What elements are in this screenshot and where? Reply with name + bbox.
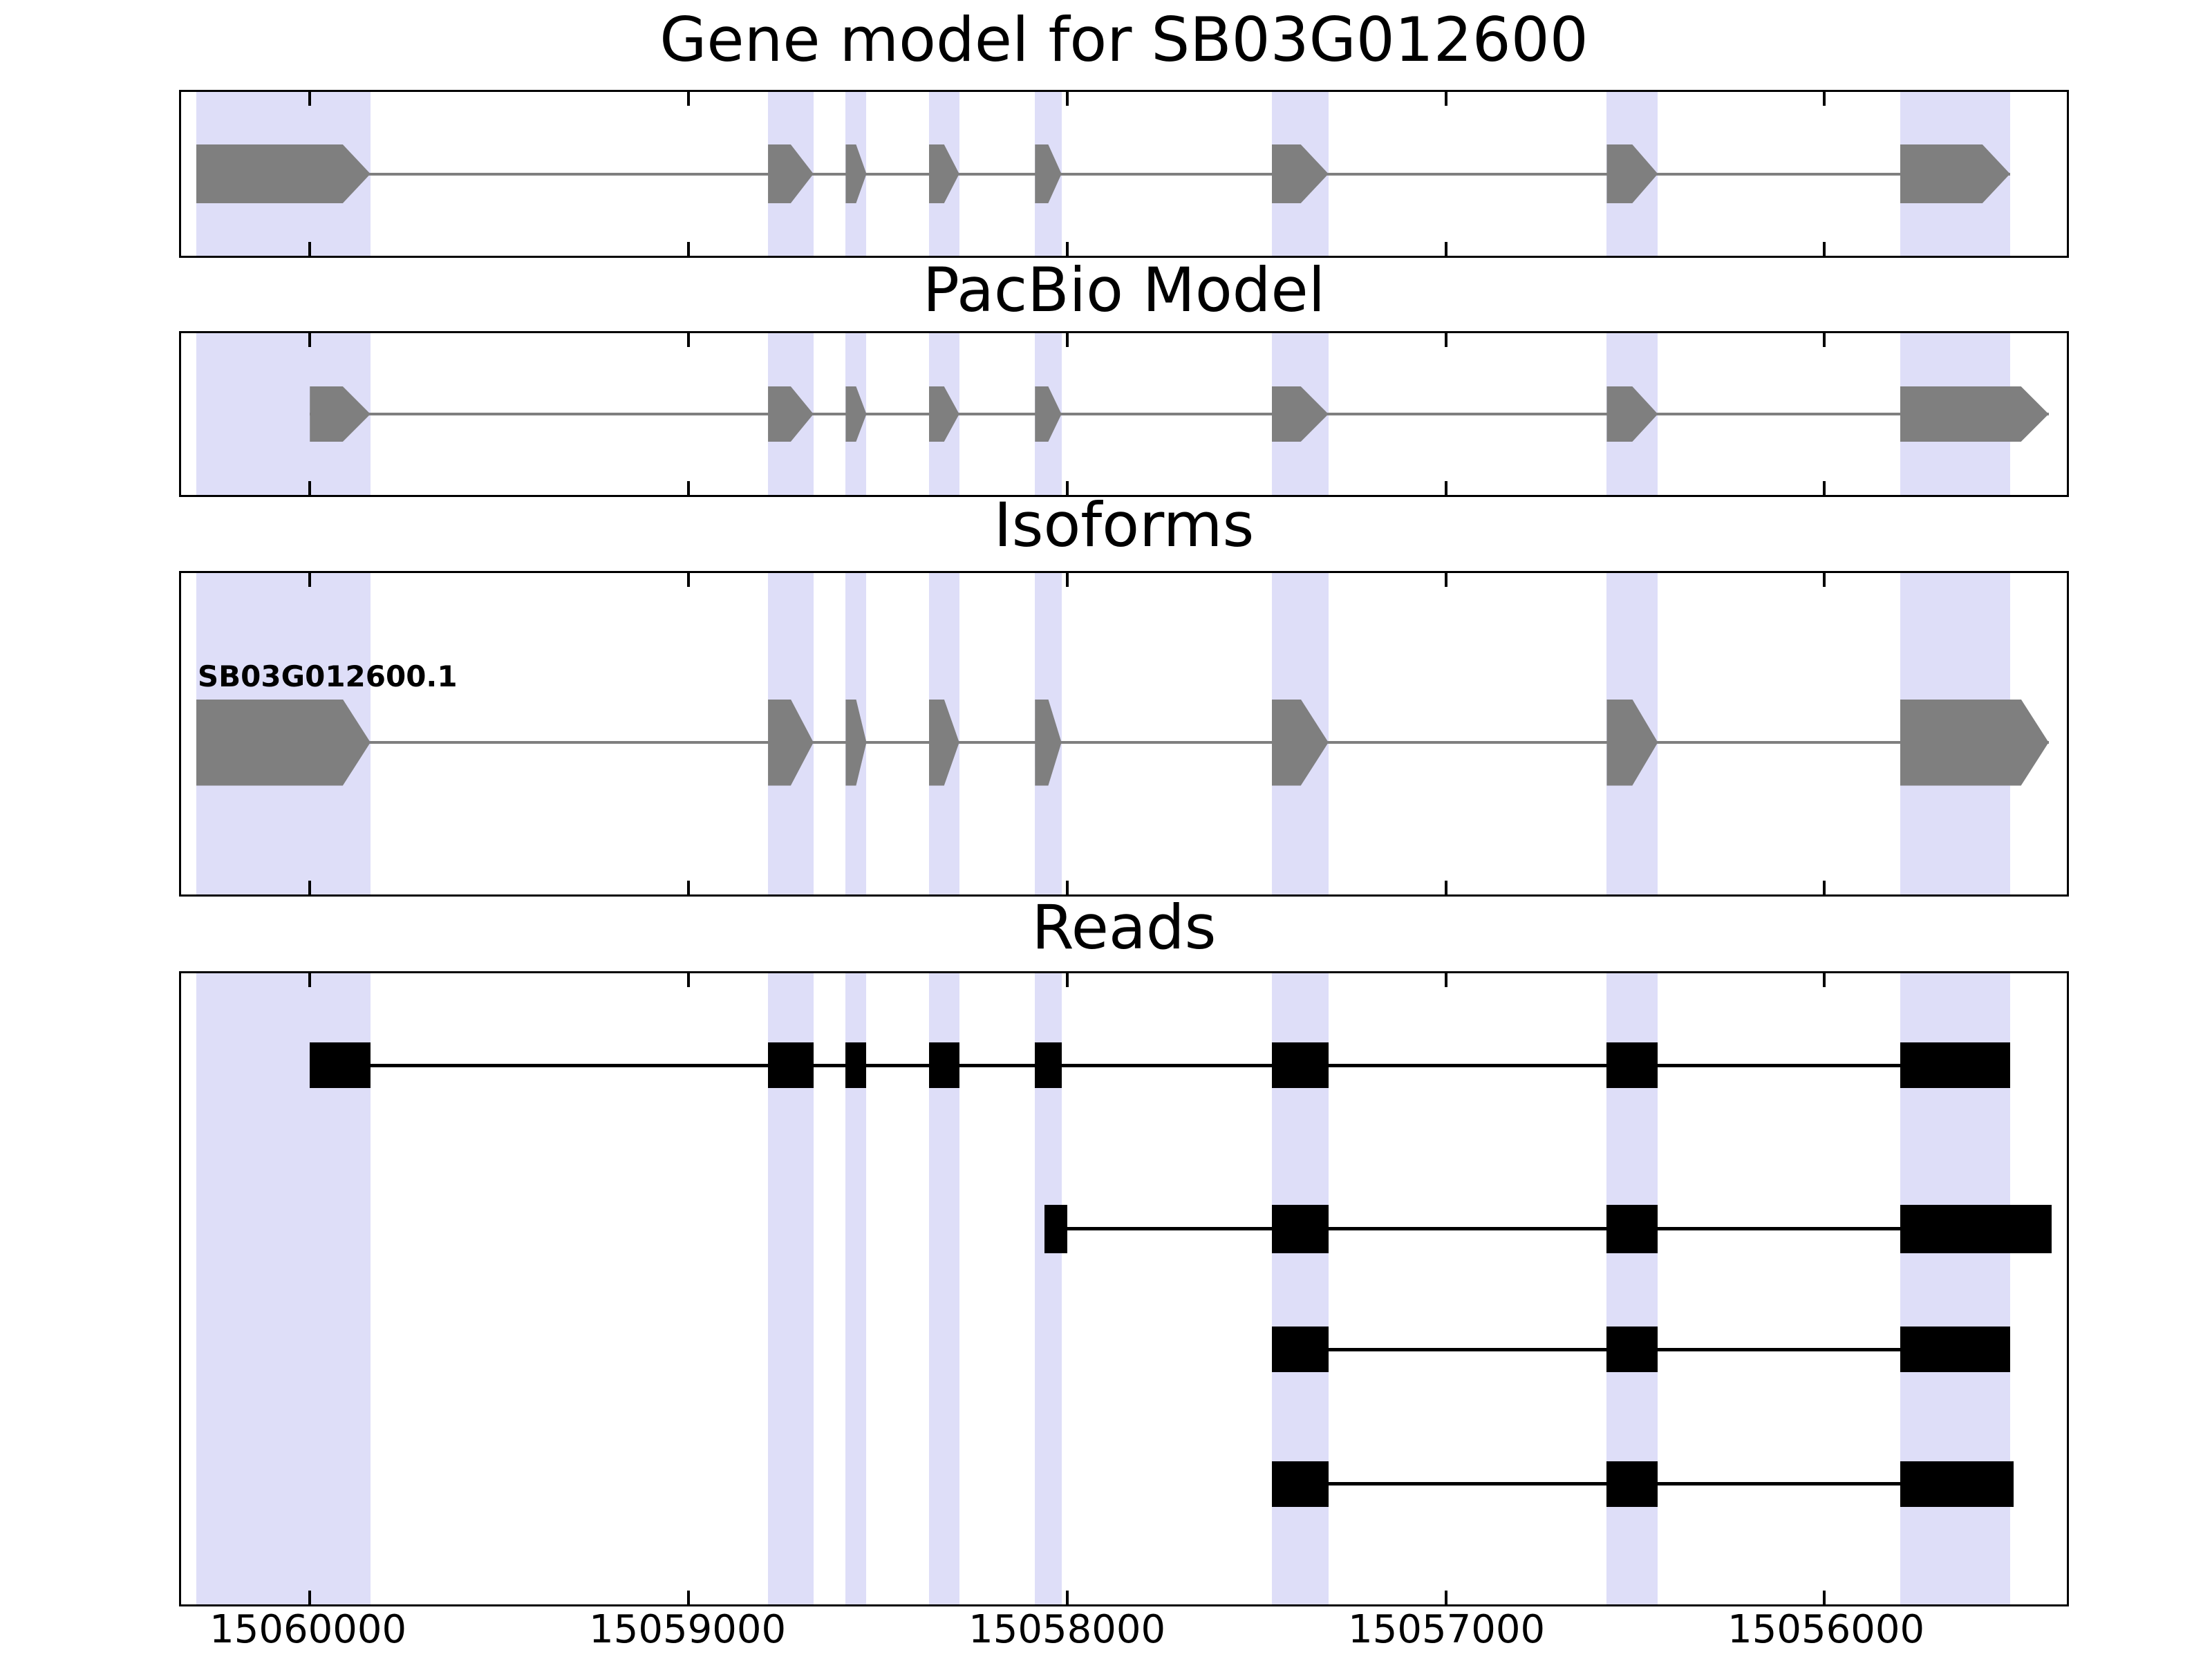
axis-tick: [1823, 1591, 1826, 1604]
read-exon-block: [768, 1042, 814, 1089]
axis-tick: [1444, 92, 1447, 106]
panel-title-gene-model: Gene model for SB03G012600: [659, 4, 1588, 75]
exon-arrow: [1900, 386, 2049, 442]
panel-title-reads: Reads: [1031, 892, 1217, 963]
axis-tick: [687, 92, 691, 106]
axis-tick: [308, 881, 312, 894]
panel-title-pacbio-model: PacBio Model: [922, 254, 1326, 326]
axis-tick: [1823, 973, 1826, 987]
read-exon-block: [1271, 1327, 1329, 1373]
x-tick-label: 15058000: [968, 1607, 1166, 1652]
read-connector-line: [310, 1063, 2010, 1067]
axis-tick: [687, 573, 691, 587]
read-exon-block: [1035, 1042, 1062, 1089]
axis-tick: [687, 481, 691, 495]
axis-tick: [1823, 573, 1826, 587]
axis-tick: [1444, 573, 1447, 587]
read-connector-line: [1044, 1227, 2052, 1231]
axis-tick: [308, 973, 312, 987]
axis-tick: [687, 333, 691, 347]
axis-tick: [687, 973, 691, 987]
read-exon-block: [1271, 1461, 1329, 1507]
axis-tick: [1444, 1591, 1447, 1604]
intron-line: [310, 413, 2049, 415]
axis-tick: [687, 881, 691, 894]
read-exon-block: [1900, 1204, 2052, 1253]
axis-tick: [1065, 333, 1069, 347]
axis-tick: [1444, 333, 1447, 347]
intron-line: [196, 741, 2049, 744]
x-tick-label: 15057000: [1348, 1607, 1546, 1652]
axis-tick: [308, 333, 312, 347]
axis-tick: [308, 92, 312, 106]
axis-tick: [1823, 333, 1826, 347]
axis-tick: [1065, 973, 1069, 987]
x-axis: 15060000 15059000 15058000 15057000 15056000: [179, 1607, 2069, 1657]
axis-tick: [1065, 481, 1069, 495]
read-exon-block: [845, 1042, 867, 1089]
x-tick-label: 15056000: [1727, 1607, 1925, 1652]
axis-tick: [1823, 481, 1826, 495]
axis-tick: [1444, 881, 1447, 894]
axis-tick: [1823, 242, 1826, 256]
read-exon-block: [1900, 1042, 2010, 1089]
axis-tick: [308, 242, 312, 256]
axis-tick: [1065, 881, 1069, 894]
isoform-label: SB03G012600.1: [197, 659, 458, 693]
exon-arrow: [196, 700, 371, 786]
axis-tick: [1065, 1591, 1069, 1604]
read-exon-block: [310, 1042, 371, 1089]
intron-line: [196, 172, 2010, 176]
read-exon-block: [1606, 1327, 1658, 1373]
read-exon-block: [928, 1042, 959, 1089]
gene-model-panel: [179, 90, 2069, 258]
read-exon-block: [1900, 1461, 2014, 1507]
axis-tick: [687, 242, 691, 256]
read-exon-block: [1271, 1042, 1329, 1089]
read-exon-block: [1606, 1204, 1658, 1253]
panel-title-isoforms: Isoforms: [993, 489, 1255, 561]
x-tick-label: 15060000: [209, 1607, 407, 1652]
axis-tick: [1444, 481, 1447, 495]
axis-tick: [308, 1591, 312, 1604]
read-exon-block: [1606, 1461, 1658, 1507]
x-tick-label: 15059000: [589, 1607, 787, 1652]
read-exon-block: [1044, 1204, 1067, 1253]
read-exon-block: [1606, 1042, 1658, 1089]
axis-tick: [1444, 242, 1447, 256]
axis-tick: [1065, 92, 1069, 106]
read-exon-block: [1271, 1204, 1329, 1253]
axis-tick: [1823, 92, 1826, 106]
isoforms-panel: SB03G012600.1: [179, 571, 2069, 897]
axis-tick: [1823, 881, 1826, 894]
axis-tick: [1065, 242, 1069, 256]
axis-tick: [308, 573, 312, 587]
axis-tick: [687, 1591, 691, 1604]
exon-arrow: [1900, 700, 2049, 786]
axis-tick: [308, 481, 312, 495]
read-exon-block: [1900, 1327, 2010, 1373]
reads-panel: [179, 971, 2069, 1606]
axis-tick: [1065, 573, 1069, 587]
axis-tick: [1444, 973, 1447, 987]
pacbio-model-panel: [179, 331, 2069, 497]
exon-arrow: [196, 144, 371, 203]
